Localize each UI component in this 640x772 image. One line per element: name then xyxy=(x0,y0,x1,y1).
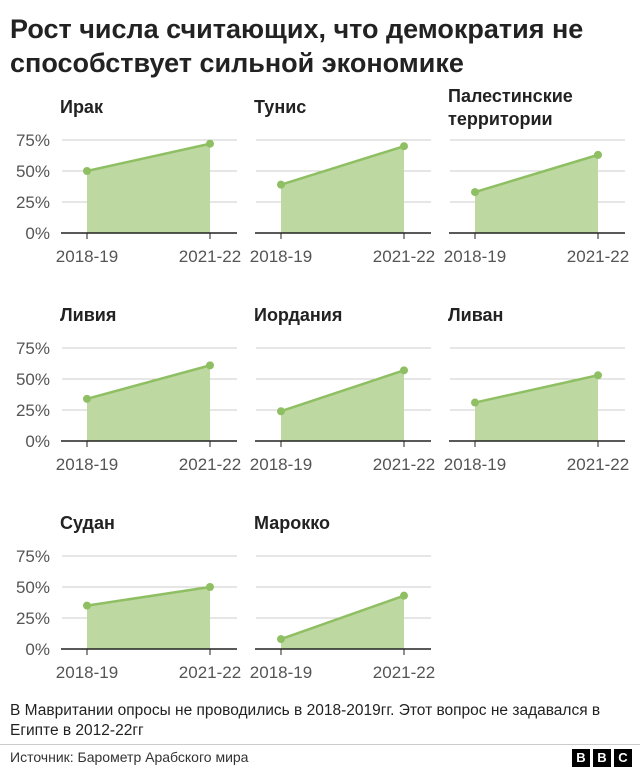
series-line xyxy=(86,364,211,401)
y-tick-label: 50% xyxy=(16,370,50,389)
series-line xyxy=(280,369,405,413)
x-tick-label: 2018-19 xyxy=(56,663,118,682)
series-line xyxy=(280,145,405,186)
x-tick-label: 2021-22 xyxy=(373,663,435,682)
data-point xyxy=(277,180,285,189)
y-tick-label: 50% xyxy=(16,578,50,597)
panel-title: Марокко xyxy=(254,513,330,533)
x-tick-label: 2021-22 xyxy=(179,247,241,266)
data-point xyxy=(206,139,214,148)
footnote: В Мавритании опросы не проводились в 201… xyxy=(10,702,601,739)
y-tick-label: 75% xyxy=(16,131,50,150)
data-point xyxy=(400,366,408,375)
data-point xyxy=(83,394,91,403)
data-point xyxy=(83,167,91,175)
data-point xyxy=(277,635,285,644)
data-point xyxy=(206,361,214,370)
data-point xyxy=(277,407,285,416)
area-fill xyxy=(281,146,404,233)
area-fill xyxy=(87,365,210,441)
data-point xyxy=(471,188,479,197)
panel-title: Судан xyxy=(60,513,115,533)
x-tick-label: 2018-19 xyxy=(250,247,312,266)
series-line xyxy=(86,142,211,173)
x-tick-label: 2018-19 xyxy=(56,247,118,266)
y-tick-label: 50% xyxy=(16,162,50,181)
chart-title: Рост числа считающих, что демократия не … xyxy=(10,14,584,78)
x-tick-label: 2021-22 xyxy=(373,247,435,266)
y-tick-label: 75% xyxy=(16,547,50,566)
area-fill xyxy=(281,595,404,649)
panel-title: Палестинские территории xyxy=(448,86,573,129)
y-tick-label: 25% xyxy=(16,609,50,628)
x-tick-label: 2018-19 xyxy=(250,455,312,474)
area-fill xyxy=(475,375,598,441)
data-point xyxy=(206,583,214,591)
x-tick-label: 2018-19 xyxy=(444,247,506,266)
x-tick-label: 2018-19 xyxy=(444,455,506,474)
y-tick-label: 0% xyxy=(25,640,50,659)
x-tick-label: 2021-22 xyxy=(567,455,629,474)
area-fill xyxy=(87,587,210,649)
series-line xyxy=(474,153,599,194)
data-point xyxy=(400,142,408,151)
data-point xyxy=(594,371,602,380)
small-multiples-area: 0% 25% 50% 75% 2018-19 2021-22 2018-19 2021-22 2… xyxy=(16,86,629,682)
y-tick-label: 25% xyxy=(16,193,50,212)
footer-divider xyxy=(0,744,640,745)
x-tick-label: 2018-19 xyxy=(56,455,118,474)
data-point xyxy=(594,150,602,159)
panel-title: Иордания xyxy=(254,305,343,325)
area-fill xyxy=(281,370,404,441)
bbc-logo: B B C xyxy=(572,749,632,767)
panel-title: Ирак xyxy=(60,97,103,117)
data-point xyxy=(83,601,91,610)
source-note: Источник: Барометр Арабского мира xyxy=(10,749,249,765)
chart-svg: 0% 25% 50% 75% 2018-19 2021-22 2018-19 2021-22 2… xyxy=(16,131,629,682)
area-fill xyxy=(87,143,210,233)
x-tick-label: 2018-19 xyxy=(250,663,312,682)
series-line xyxy=(474,374,599,404)
logo-letter-b2: B xyxy=(593,749,611,767)
data-point xyxy=(400,591,408,600)
data-point xyxy=(471,398,479,407)
y-tick-label: 25% xyxy=(16,401,50,420)
panel-title: Ливан xyxy=(448,305,504,325)
y-tick-label: 0% xyxy=(25,432,50,451)
panel-title: Тунис xyxy=(254,97,307,117)
x-tick-label: 2021-22 xyxy=(179,455,241,474)
series-line xyxy=(86,585,211,607)
logo-letter-b1: B xyxy=(572,749,590,767)
x-tick-label: 2021-22 xyxy=(179,663,241,682)
panel-title: Ливия xyxy=(60,305,117,325)
area-fill xyxy=(475,154,598,233)
y-tick-label: 0% xyxy=(25,224,50,243)
x-tick-label: 2021-22 xyxy=(373,455,435,474)
series-line xyxy=(280,594,405,641)
x-tick-label: 2021-22 xyxy=(567,247,629,266)
logo-letter-c: C xyxy=(614,749,632,767)
y-tick-label: 75% xyxy=(16,339,50,358)
